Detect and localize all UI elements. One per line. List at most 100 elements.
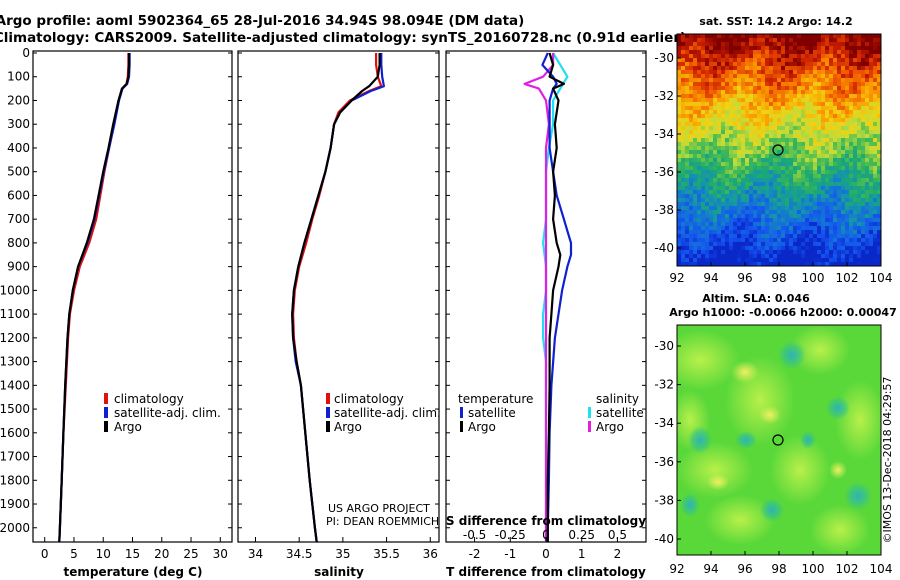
sst-map-cell bbox=[733, 162, 738, 167]
sst-map-cell bbox=[725, 134, 730, 139]
sst-map-cell bbox=[877, 166, 881, 171]
sst-map-cell bbox=[701, 202, 706, 207]
sst-map-cell bbox=[685, 82, 690, 87]
sst-map-cell bbox=[781, 54, 786, 59]
sst-map-cell bbox=[737, 38, 742, 43]
sst-map-cell bbox=[705, 66, 710, 71]
sst-map-cell bbox=[677, 46, 682, 51]
sst-map-cell bbox=[813, 242, 818, 247]
sst-map-cell bbox=[849, 106, 854, 111]
sst-map-cell bbox=[825, 186, 830, 191]
sst-map-cell bbox=[729, 182, 734, 187]
legend-satellite: satellite-adj. clim. bbox=[114, 406, 221, 420]
sst-map-cell bbox=[817, 178, 822, 183]
sst-map-cell bbox=[837, 222, 842, 227]
sst-map-cell bbox=[761, 174, 766, 179]
sst-map-cell bbox=[873, 90, 878, 95]
lon-tick-label: 92 bbox=[669, 562, 684, 576]
sst-map-cell bbox=[729, 102, 734, 107]
sst-map-cell bbox=[873, 254, 878, 259]
sst-map-cell bbox=[697, 206, 702, 211]
sst-map-cell bbox=[877, 258, 881, 263]
sst-map-cell bbox=[805, 266, 809, 270]
sst-map-cell bbox=[801, 186, 806, 191]
sst-map-cell bbox=[717, 178, 722, 183]
sst-map-cell bbox=[701, 150, 706, 155]
sst-map-cell bbox=[789, 114, 794, 119]
sst-map-cell bbox=[817, 218, 822, 223]
sst-map-cell bbox=[821, 70, 826, 75]
sst-map-cell bbox=[701, 134, 706, 139]
sst-map-cell bbox=[785, 90, 790, 95]
sst-map-cell bbox=[773, 114, 778, 119]
sst-map-cell bbox=[845, 106, 850, 111]
sst-map-cell bbox=[877, 34, 881, 39]
sst-map-cell bbox=[801, 54, 806, 59]
sst-map-cell bbox=[749, 258, 754, 263]
sst-map-cell bbox=[829, 206, 834, 211]
sst-map-title: sat. SST: 14.2 Argo: 14.2 bbox=[699, 15, 852, 28]
sst-map-cell bbox=[801, 66, 806, 71]
sst-map-cell bbox=[737, 222, 742, 227]
sst-map-cell bbox=[677, 66, 682, 71]
sst-map-cell bbox=[685, 214, 690, 219]
sst-map-cell bbox=[873, 178, 878, 183]
sst-map-cell bbox=[873, 134, 878, 139]
sst-map-cell bbox=[797, 234, 802, 239]
sst-map-cell bbox=[741, 258, 746, 263]
legend-s-satellite-swatch bbox=[588, 407, 591, 418]
sst-map-cell bbox=[801, 170, 806, 175]
sst-map-cell bbox=[821, 58, 826, 63]
sst-map-cell bbox=[709, 230, 714, 235]
sst-map-cell bbox=[849, 102, 854, 107]
sst-map-cell bbox=[745, 234, 750, 239]
sst-map-cell bbox=[705, 162, 710, 167]
sst-map-cell bbox=[821, 54, 826, 59]
depth-tick-label: 1200 bbox=[0, 331, 30, 345]
sst-map-cell bbox=[717, 218, 722, 223]
series-line-satellite-adj-clim- bbox=[291, 53, 385, 542]
sst-map-cell bbox=[745, 178, 750, 183]
sst-map-cell bbox=[729, 74, 734, 79]
sst-map-cell bbox=[853, 126, 858, 131]
sst-map-cell bbox=[837, 54, 842, 59]
sst-map-cell bbox=[717, 98, 722, 103]
sst-map-cell bbox=[881, 62, 885, 66]
x-tick-label: 15 bbox=[125, 547, 140, 561]
sst-map-cell bbox=[841, 254, 846, 259]
sst-map-cell bbox=[685, 106, 690, 111]
salinity-x-axis: 34 34.5 35 35.5 36 bbox=[248, 537, 438, 561]
sst-map-cell bbox=[733, 94, 738, 99]
sla-low-blob bbox=[800, 431, 816, 449]
sst-map-cell bbox=[757, 238, 762, 243]
sla-light-blob bbox=[790, 325, 850, 375]
sst-map-cell bbox=[701, 254, 706, 259]
sst-map-cell bbox=[845, 38, 850, 43]
sst-map-cell bbox=[789, 130, 794, 135]
sst-map-cell bbox=[801, 242, 806, 247]
sst-map-cell bbox=[805, 118, 810, 123]
sst-map-cell bbox=[841, 102, 846, 107]
sst-map-cell bbox=[773, 70, 778, 75]
sst-map-cell bbox=[681, 94, 686, 99]
sst-map-cell bbox=[689, 166, 694, 171]
sst-map-cell bbox=[881, 262, 885, 266]
sst-map-cell bbox=[717, 258, 722, 263]
sst-map-cell bbox=[861, 250, 866, 255]
sst-map-cell bbox=[773, 106, 778, 111]
sst-map-cell bbox=[749, 190, 754, 195]
sst-map-cell bbox=[769, 222, 774, 227]
sst-map-cell bbox=[837, 110, 842, 115]
sst-map-cell bbox=[881, 226, 885, 230]
sst-map-cell bbox=[853, 130, 858, 135]
sst-map-cell bbox=[749, 86, 754, 91]
legend-satellite: satellite-adj. clim. bbox=[334, 406, 441, 420]
sst-map-cell bbox=[709, 242, 714, 247]
sst-map-cell bbox=[737, 122, 742, 127]
sst-map-cell bbox=[861, 262, 866, 266]
sst-map-cell bbox=[725, 142, 730, 147]
lat-tick-label: -38 bbox=[654, 203, 674, 217]
sst-map-cell bbox=[785, 234, 790, 239]
sst-map-cell bbox=[701, 82, 706, 87]
sst-map-cell bbox=[809, 42, 814, 47]
